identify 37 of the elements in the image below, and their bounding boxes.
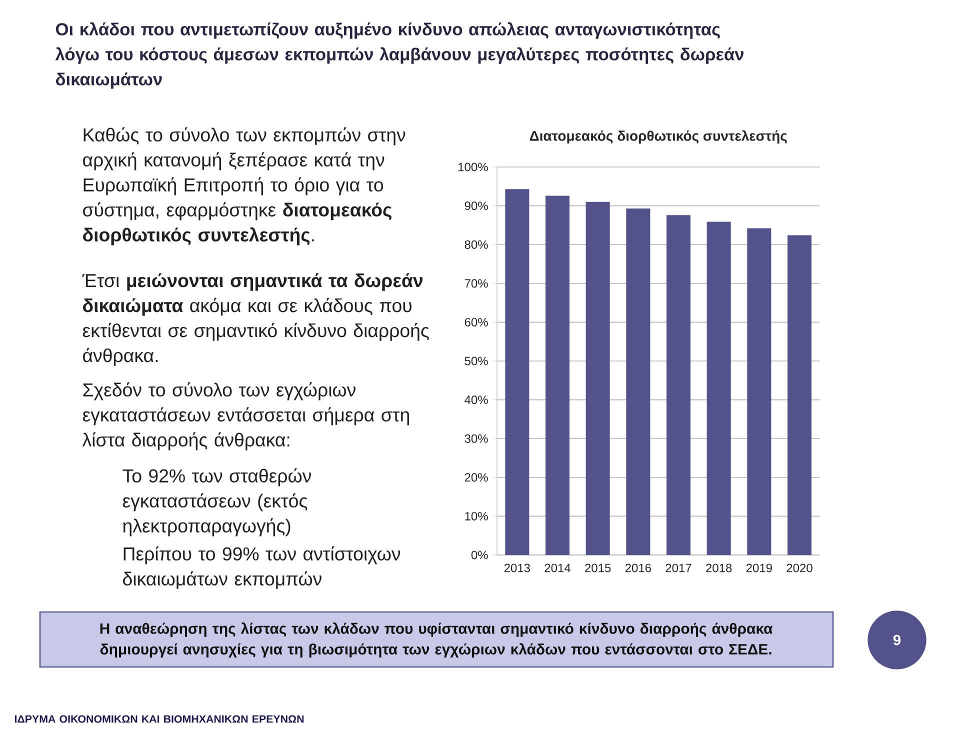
bar — [626, 208, 650, 555]
bar — [788, 235, 812, 555]
text: Έτσι μειώνονται σημαντικά τα δωρεάν δικαιώματα ακόμα και σε κλάδους που εκτίθενται σε σημαντικό κίνδυνο διαρροής άνθρακα. — [82, 273, 429, 366]
y-tick-label: 30% — [464, 434, 488, 443]
y-tick-label: 60% — [464, 318, 488, 326]
y-tick-label: 100% — [458, 162, 488, 172]
bar — [747, 228, 772, 555]
y-tick-label: 20% — [464, 473, 488, 482]
text: ΙΔΡΥΜΑ ΟΙΚΟΝΟΜΙΚΩΝ ΚΑΙ ΒΙΟΜΗΧΑΝΙΚΩΝ ΕΡΕΥΝΩΝ — [14, 715, 304, 723]
y-tick-label: 0% — [471, 550, 488, 560]
text: Σχεδόν το σύνολο των εγχώριων εγκαταστάσεων εντάσσεται σήμερα στη λίστα διαρροής άνθρακα: — [82, 382, 409, 450]
text: Η αναθεώρηση της λίστας των κλάδων που υφίστανται σημαντικό κίνδυνο διαρροής άνθρακα δημιουργεί ανησυχίες για τη βιωσιμότητα των εγχώριων κλάδων που εντάσσονται στο ΣΕΔΕ. — [100, 622, 773, 658]
x-tick-label: 2018 — [706, 564, 732, 572]
bar — [586, 202, 610, 555]
bar — [706, 222, 731, 555]
x-tick-label: 2017 — [666, 564, 692, 572]
text: Οι κλάδοι που αντιμετωπίζουν αυξημένο κίνδυνο απώλειας ανταγωνιστικότητας λόγω του κόστους άμεσων εκπομπών λαμβάνουν μεγαλύτερες ποσότητες δωρεάν δικαιωμάτων — [55, 22, 744, 89]
y-tick-label: 90% — [464, 202, 488, 210]
chart-title: Διατομεακός διορθωτικός συντελεστής — [530, 130, 787, 144]
y-tick-label: 40% — [464, 396, 488, 404]
bar — [666, 215, 690, 555]
bar — [505, 189, 530, 555]
text: Περίπου το 99% των αντίστοιχων δικαιωμάτων εκπομπών — [123, 546, 400, 589]
text: 9 — [893, 634, 901, 646]
text: Το 92% των σταθερών εγκαταστάσεων (εκτός ηλεκτροπαραγωγής) — [122, 468, 311, 536]
x-tick-label: 2015 — [585, 564, 611, 572]
y-tick-label: 10% — [465, 512, 488, 520]
x-tick-label: 2019 — [746, 564, 772, 572]
x-tick-label: 2013 — [504, 564, 530, 572]
x-tick-label: 2016 — [625, 564, 651, 572]
y-tick-label: 50% — [464, 356, 488, 366]
x-tick-label: 2020 — [786, 564, 812, 572]
y-tick-label: 70% — [464, 279, 488, 288]
x-tick-label: 2014 — [544, 564, 570, 572]
y-tick-label: 80% — [464, 240, 488, 249]
text: Καθώς το σύνολο των εκπομπών στην αρχική κατανομή ξεπέρασε κατά την Ευρωπαϊκή Επιτροπή το όριο για το σύστημα, εφαρμόστηκε διατομεακός διορθωτικός συντελεστής. — [83, 127, 406, 246]
bar — [546, 196, 570, 555]
